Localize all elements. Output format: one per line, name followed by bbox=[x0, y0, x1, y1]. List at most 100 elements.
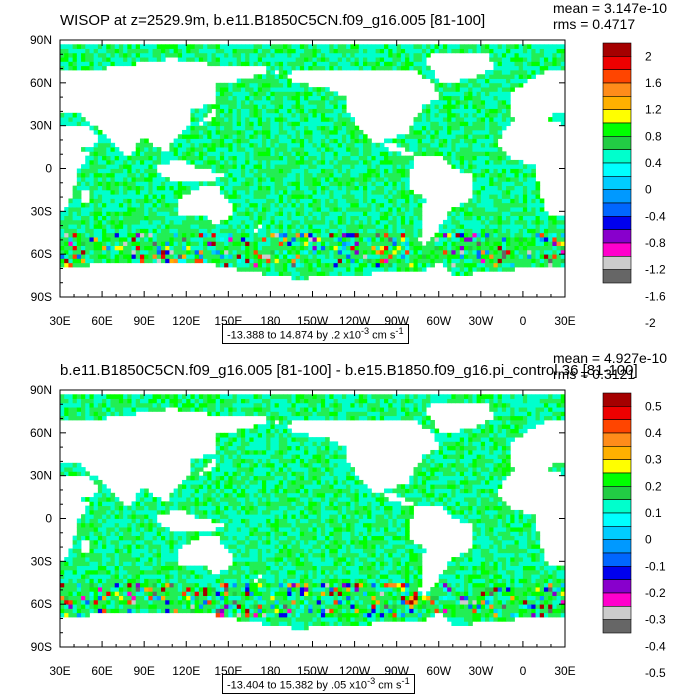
field-cell bbox=[358, 198, 364, 204]
field-cell bbox=[489, 82, 494, 88]
field-cell bbox=[421, 121, 427, 127]
field-cell bbox=[106, 202, 111, 208]
field-cell bbox=[295, 155, 301, 161]
field-cell bbox=[76, 202, 82, 208]
field-cell bbox=[224, 151, 229, 157]
field-cell bbox=[438, 99, 444, 105]
field-cell bbox=[219, 228, 225, 234]
field-cell bbox=[81, 415, 86, 421]
field-cell bbox=[295, 52, 301, 58]
field-cell bbox=[367, 44, 372, 49]
field-cell bbox=[506, 99, 511, 105]
field-cell bbox=[501, 151, 507, 157]
field-cell bbox=[169, 207, 175, 212]
field-cell bbox=[320, 228, 326, 234]
field-cell bbox=[527, 237, 532, 242]
field-cell bbox=[308, 44, 313, 49]
field-cell bbox=[228, 147, 233, 152]
field-cell bbox=[325, 91, 330, 97]
field-cell bbox=[375, 228, 381, 234]
field-cell bbox=[489, 211, 494, 217]
field-cell bbox=[123, 48, 128, 54]
field-cell bbox=[506, 121, 511, 127]
field-cell bbox=[396, 198, 402, 204]
field-cell bbox=[106, 569, 111, 575]
field-cell bbox=[89, 61, 95, 67]
field-cell bbox=[81, 514, 86, 519]
field-cell bbox=[527, 74, 532, 79]
field-cell bbox=[539, 211, 545, 217]
field-cell bbox=[190, 57, 196, 62]
field-cell bbox=[379, 254, 385, 259]
field-cell bbox=[367, 237, 372, 242]
field-cell bbox=[308, 129, 313, 135]
field-cell bbox=[236, 164, 242, 169]
field-cell bbox=[232, 48, 238, 54]
field-cell bbox=[548, 249, 553, 255]
field-cell bbox=[266, 95, 271, 101]
field-cell bbox=[76, 398, 82, 404]
field-cell bbox=[262, 44, 267, 49]
field-cell bbox=[262, 202, 267, 208]
field-cell bbox=[384, 164, 389, 169]
field-cell bbox=[464, 82, 469, 88]
field-cell bbox=[506, 91, 511, 97]
field-cell bbox=[144, 254, 149, 259]
field-cell bbox=[341, 177, 347, 182]
field-cell bbox=[400, 177, 406, 182]
field-cell bbox=[232, 155, 238, 161]
field-cell bbox=[287, 147, 292, 152]
field-cell bbox=[312, 125, 318, 131]
field-cell bbox=[497, 224, 503, 229]
field-cell bbox=[451, 125, 456, 131]
field-cell bbox=[451, 87, 456, 92]
field-cell bbox=[535, 57, 541, 62]
field-cell bbox=[480, 91, 486, 97]
field-cell bbox=[299, 211, 305, 217]
field-cell bbox=[274, 245, 280, 251]
field-cell bbox=[257, 82, 263, 88]
field-cell bbox=[118, 219, 124, 225]
field-cell bbox=[266, 78, 271, 84]
field-cell bbox=[76, 215, 82, 221]
field-cell bbox=[535, 189, 541, 195]
field-cell bbox=[85, 552, 90, 558]
field-cell bbox=[64, 249, 69, 255]
field-cell bbox=[106, 52, 111, 58]
field-cell bbox=[367, 147, 372, 152]
field-cell bbox=[421, 138, 427, 144]
field-cell bbox=[194, 108, 200, 114]
field-cell bbox=[89, 505, 95, 511]
field-cell bbox=[371, 224, 377, 229]
field-cell bbox=[97, 539, 103, 545]
field-cell bbox=[291, 151, 297, 157]
field-cell bbox=[518, 44, 524, 49]
x-tick-label: 60E bbox=[91, 314, 112, 328]
field-cell bbox=[114, 168, 120, 174]
field-cell bbox=[531, 185, 536, 191]
field-cell bbox=[245, 95, 250, 101]
field-cell bbox=[548, 48, 553, 54]
field-cell bbox=[236, 147, 242, 152]
field-cell bbox=[123, 219, 128, 225]
field-cell bbox=[68, 402, 74, 408]
field-cell bbox=[81, 612, 86, 618]
field-cell bbox=[341, 99, 347, 105]
field-cell bbox=[89, 147, 95, 152]
field-cell bbox=[518, 245, 524, 251]
field-cell bbox=[72, 228, 78, 234]
field-cell bbox=[476, 181, 482, 187]
field-cell bbox=[527, 57, 532, 62]
field-cell bbox=[135, 211, 141, 217]
field-cell bbox=[198, 57, 204, 62]
field-cell bbox=[152, 147, 158, 152]
field-cell bbox=[245, 241, 250, 246]
field-cell bbox=[278, 91, 284, 97]
x-tick-label: 120E bbox=[172, 314, 200, 328]
field-cell bbox=[156, 232, 162, 238]
field-cell bbox=[228, 181, 233, 187]
field-cell bbox=[118, 215, 124, 221]
colorbar-swatch bbox=[602, 216, 632, 230]
field-cell bbox=[451, 219, 456, 225]
field-cell bbox=[283, 44, 288, 49]
